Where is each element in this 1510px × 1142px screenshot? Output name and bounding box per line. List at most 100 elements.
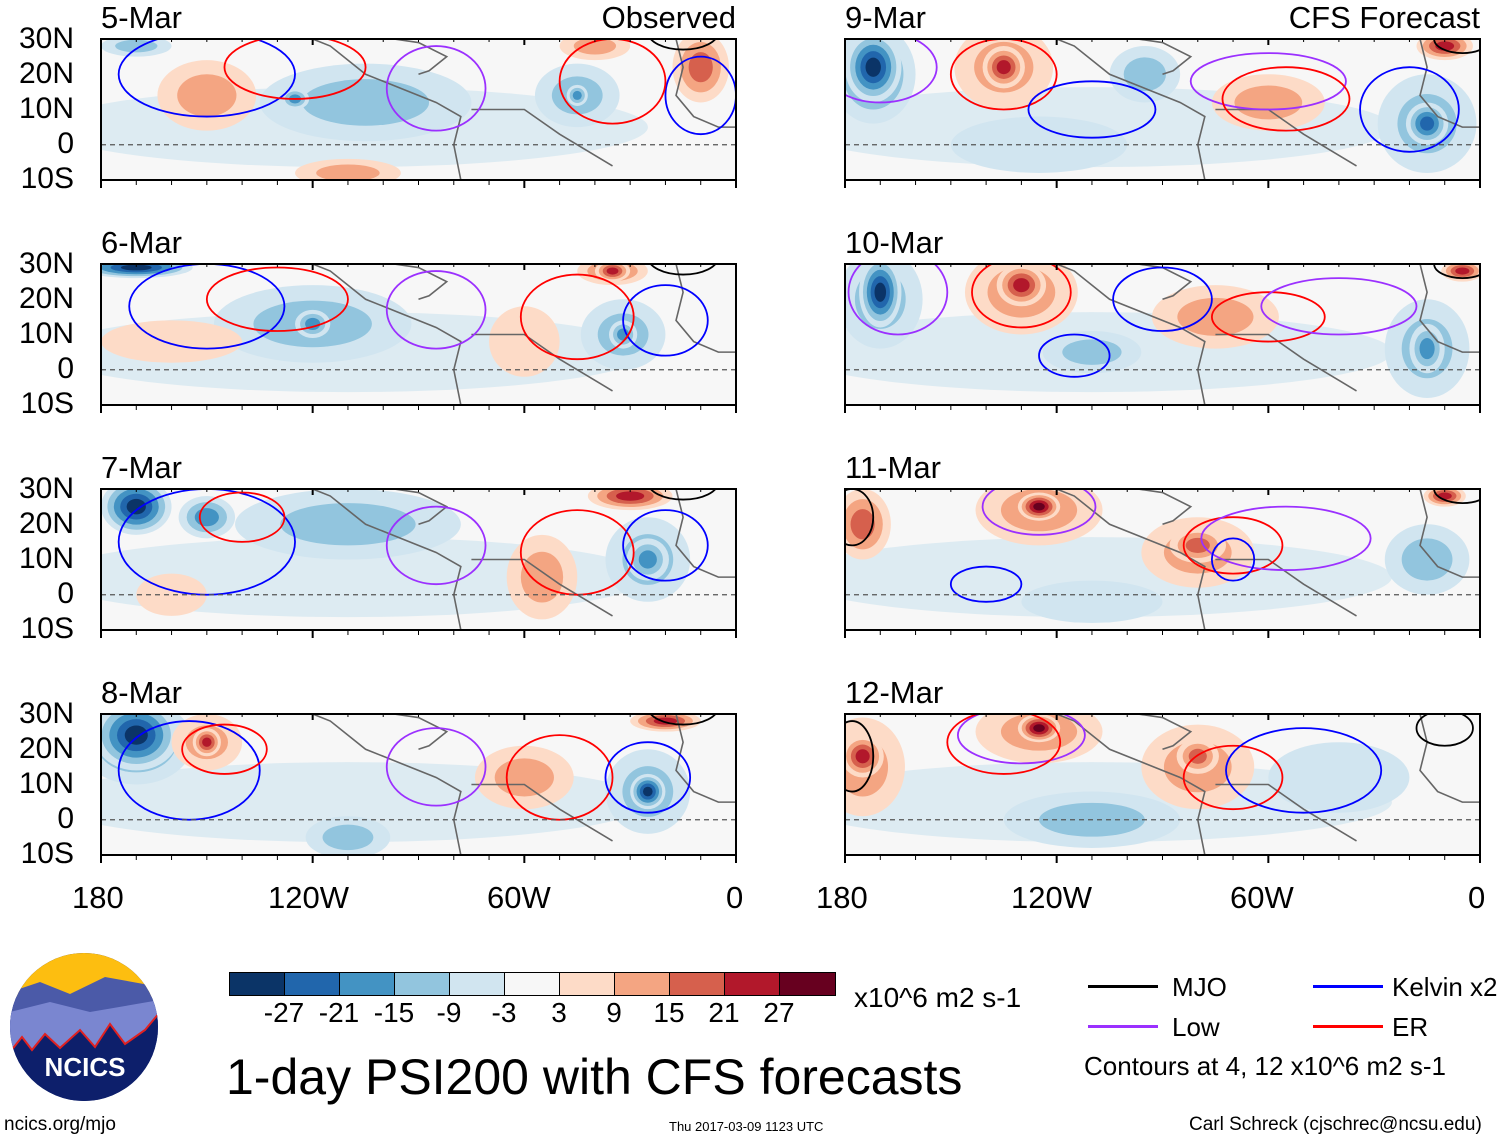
red-contour [971, 264, 1072, 329]
lat-label: 10S [20, 162, 74, 195]
anomaly-fill [1401, 538, 1453, 581]
lat-label: 30N [18, 472, 74, 505]
blue-contour [1210, 537, 1256, 582]
lat-label: 20N [18, 507, 74, 540]
lat-label: 30N [18, 697, 74, 730]
anomaly-fill [280, 503, 416, 546]
colorbar-label: 15 [653, 997, 685, 1028]
purple-contour [847, 264, 949, 336]
blue-contour [1027, 80, 1157, 139]
coastline [1054, 714, 1480, 855]
colorbar-swatch [449, 972, 506, 996]
panel-date: 6-Mar [101, 225, 182, 260]
colorbar-label: 9 [606, 997, 622, 1028]
units-label: x10^6 m2 s-1 [854, 982, 1022, 1013]
ncics-logo: NCICS [10, 953, 158, 1101]
red-contour [946, 714, 1062, 775]
colorbar-swatch [339, 972, 396, 996]
map-panel [844, 713, 1481, 863]
author-credit: Carl Schreck (cjschrec@ncsu.edu) [1189, 1114, 1482, 1135]
legend-low-line [1088, 1025, 1158, 1028]
anomaly-fill [688, 52, 713, 83]
anomaly-fill [1033, 502, 1045, 511]
purple-contour [981, 489, 1097, 536]
colorbar-swatch [284, 972, 341, 996]
coastline [1054, 489, 1480, 630]
red-contour [1182, 516, 1284, 575]
colorbar-swatch [779, 972, 836, 996]
lat-label: 10N [18, 767, 74, 800]
lat-label: 10S [20, 837, 74, 870]
anomaly-fill [850, 509, 875, 540]
anomaly-fill [638, 550, 657, 569]
colorbar-label: -27 [263, 997, 305, 1028]
anomaly-fill [120, 264, 152, 271]
lat-label: 0 [57, 127, 74, 160]
black-contour [845, 720, 875, 793]
anomaly-fill [1419, 338, 1435, 360]
colorbar-label: -21 [318, 997, 360, 1028]
purple-contour [385, 505, 487, 586]
lat-label: 10S [20, 387, 74, 420]
blue-contour [117, 39, 296, 118]
colorbar-swatch [724, 972, 781, 996]
anomaly-fill [1013, 278, 1030, 293]
map-panel [100, 713, 737, 863]
anomaly-fill [177, 74, 237, 117]
red-contour [1221, 66, 1351, 132]
anomaly-fill [1234, 85, 1303, 120]
blue-contour [622, 284, 709, 357]
anomaly-fill [322, 824, 374, 851]
red-contour [223, 39, 367, 100]
lat-label: 10N [18, 92, 74, 125]
forecast-label: CFS Forecast [1288, 0, 1480, 35]
anomaly-fill [1033, 724, 1045, 732]
purple-contour [385, 727, 487, 807]
lat-label: 20N [18, 732, 74, 765]
lat-label: 30N [18, 247, 74, 280]
website-link[interactable]: ncics.org/mjo [4, 1114, 116, 1135]
red-contour [1182, 744, 1284, 811]
anomaly-fill [606, 267, 619, 275]
map-panel [100, 38, 737, 188]
colorbar-label: 21 [708, 997, 740, 1028]
anomaly-fill [1185, 537, 1210, 553]
lon-label: 180 [72, 880, 124, 915]
blue-contour [1359, 66, 1460, 153]
black-contour [1433, 489, 1480, 504]
anomaly-fill [489, 306, 560, 377]
anomaly-fill [494, 758, 554, 797]
legend-er-label: ER [1392, 1012, 1429, 1042]
colorbar-label: 3 [551, 997, 567, 1028]
panel-date: 9-Mar [845, 0, 926, 35]
figure-title: 1-day PSI200 with CFS forecasts [226, 1049, 963, 1105]
colorbar-swatch [669, 972, 726, 996]
blue-contour [1225, 727, 1383, 814]
colorbar-swatch [559, 972, 616, 996]
colorbar-label: 27 [763, 997, 795, 1028]
colorbar-swatch [504, 972, 561, 996]
red-contour [205, 266, 349, 332]
colorbar-label: -9 [436, 997, 462, 1028]
lat-label: 0 [57, 577, 74, 610]
purple-contour [957, 714, 1086, 765]
black-contour [649, 714, 717, 726]
contour-note: Contours at 4, 12 x10^6 m2 s-1 [1084, 1051, 1446, 1081]
purple-contour [1260, 277, 1418, 336]
black-contour [1415, 714, 1474, 747]
anomaly-fill [1123, 57, 1167, 92]
lon-label: 0 [726, 880, 744, 915]
lat-label: 20N [18, 57, 74, 90]
lat-label: 10N [18, 317, 74, 350]
legend-kelvin-label: Kelvin x2 [1392, 972, 1498, 1002]
blue-contour [664, 55, 736, 136]
anomaly-fill [874, 282, 887, 302]
blue-contour [117, 489, 296, 596]
black-contour [1433, 39, 1480, 54]
lat-label: 10S [20, 612, 74, 645]
panel-date: 8-Mar [101, 675, 182, 710]
anomaly-fill [996, 60, 1011, 75]
blue-contour [622, 509, 709, 582]
blue-contour [128, 264, 286, 350]
